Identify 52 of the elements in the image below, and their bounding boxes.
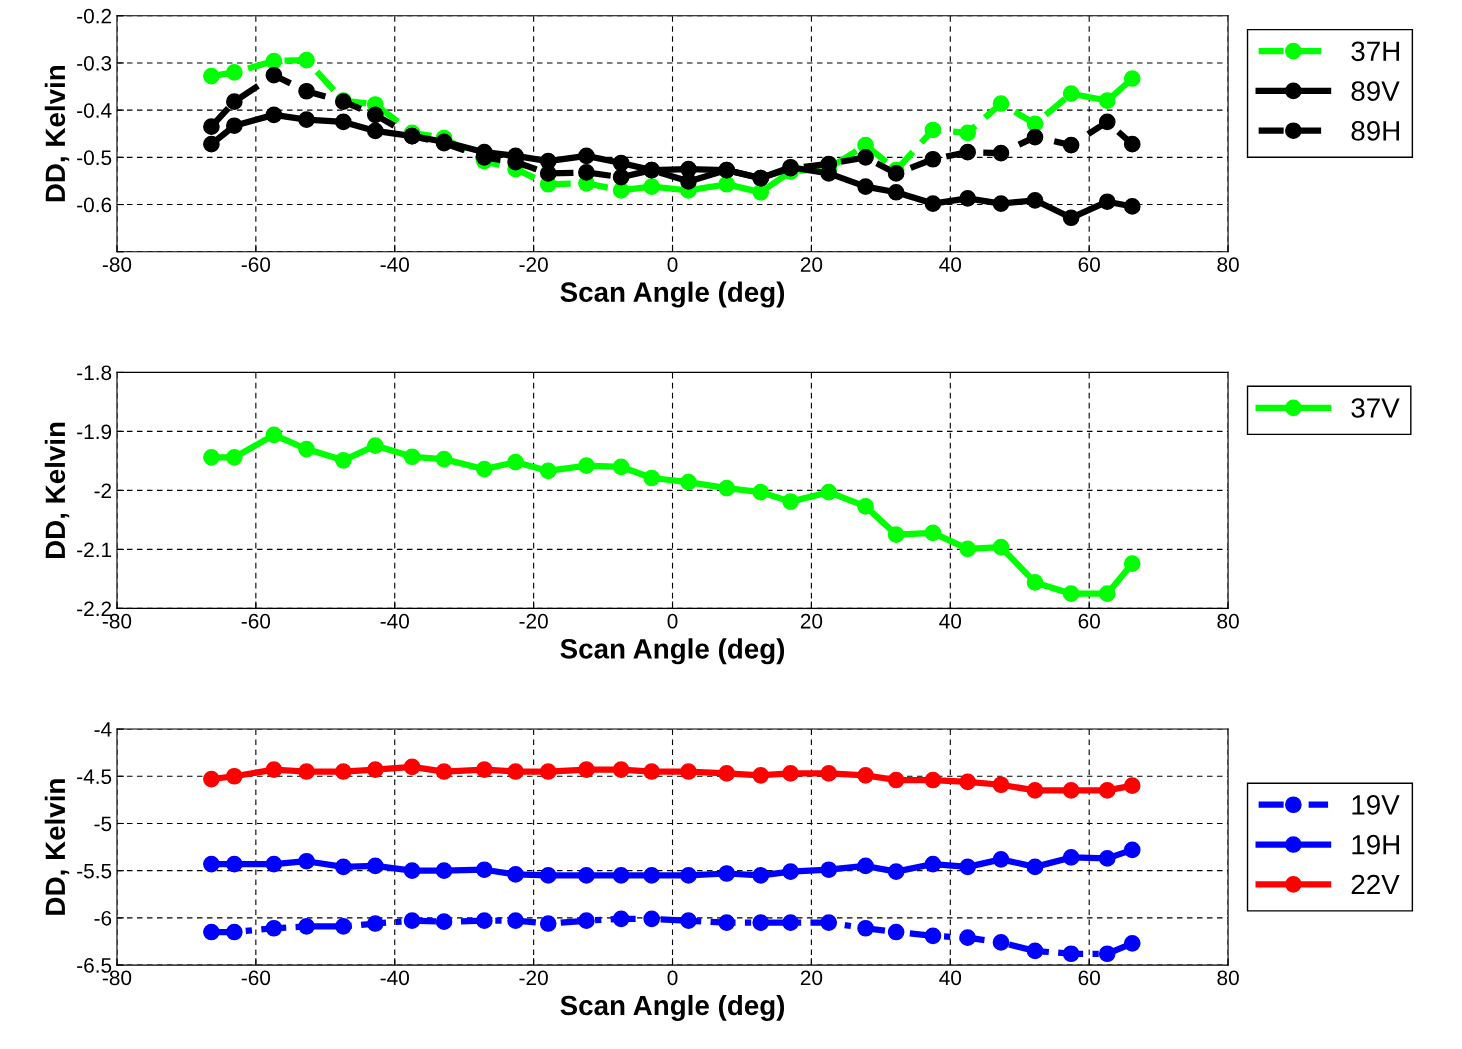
x-tick-label: -20 [519, 970, 548, 986]
x-tick-label: 20 [800, 257, 823, 272]
y-tick-label: -0.5 [77, 150, 112, 166]
y-tick-label: -0.3 [77, 55, 112, 71]
y-tick-label: -6 [94, 910, 112, 926]
x-tick-label: -60 [241, 970, 271, 986]
y-tick-label: -4 [94, 722, 112, 737]
x-axis-title: Scan Angle (deg) [560, 994, 785, 1021]
x-tick-label: 0 [667, 613, 678, 629]
y-tick-label: -5.5 [77, 863, 112, 879]
x-tick-label: 0 [667, 970, 678, 986]
x-tick-label: 60 [1078, 970, 1100, 986]
y-tick-label: -0.6 [77, 197, 112, 213]
legend-label: 89V [1351, 81, 1400, 101]
y-tick-label: -0.4 [77, 103, 112, 118]
y-tick-label: -1.8 [77, 365, 112, 381]
x-axis-title: Scan Angle (deg) [560, 638, 785, 665]
y-tick-label: -2 [94, 483, 112, 498]
x-tick-label: -20 [519, 257, 548, 272]
legend-label: 19V [1352, 795, 1400, 815]
x-tick-label: 40 [939, 970, 962, 986]
x-tick-label: -60 [241, 613, 271, 629]
y-axis-title: DD, Kelvin [44, 422, 70, 559]
x-tick-label: -40 [380, 257, 409, 272]
y-tick-label: -2.1 [77, 542, 112, 557]
y-axis-title: DD, Kelvin [44, 66, 70, 202]
legend-label: 37V [1351, 398, 1400, 418]
x-axis-title: Scan Angle (deg) [560, 281, 785, 308]
x-tick-label: -60 [241, 257, 271, 272]
x-tick-label: -80 [102, 257, 132, 272]
x-tick-label: -40 [380, 613, 409, 629]
y-axis-title: DD, Kelvin [44, 779, 70, 915]
x-tick-label: 20 [800, 613, 823, 629]
legend-label: 89H [1351, 121, 1399, 141]
x-tick-label: -40 [380, 970, 409, 986]
x-tick-label: 40 [939, 257, 962, 272]
y-tick-label: -0.2 [77, 8, 112, 24]
y-tick-label: -1.9 [77, 424, 112, 440]
x-tick-label: 80 [1217, 613, 1239, 629]
legend-label: 19H [1352, 834, 1399, 855]
x-tick-label: 20 [800, 970, 823, 986]
x-tick-label: -20 [519, 613, 548, 629]
x-tick-label: 60 [1078, 257, 1100, 272]
x-tick-label: 60 [1078, 613, 1100, 629]
y-tick-label: -4.5 [77, 769, 112, 785]
x-tick-label: 80 [1217, 257, 1239, 272]
x-tick-label: 40 [939, 613, 962, 629]
legend-label: 37H [1351, 41, 1399, 62]
y-tick-label: -5 [94, 816, 112, 832]
legend-label: 22V [1351, 874, 1400, 895]
x-tick-label: 0 [667, 257, 678, 272]
x-tick-label: 80 [1217, 970, 1239, 986]
